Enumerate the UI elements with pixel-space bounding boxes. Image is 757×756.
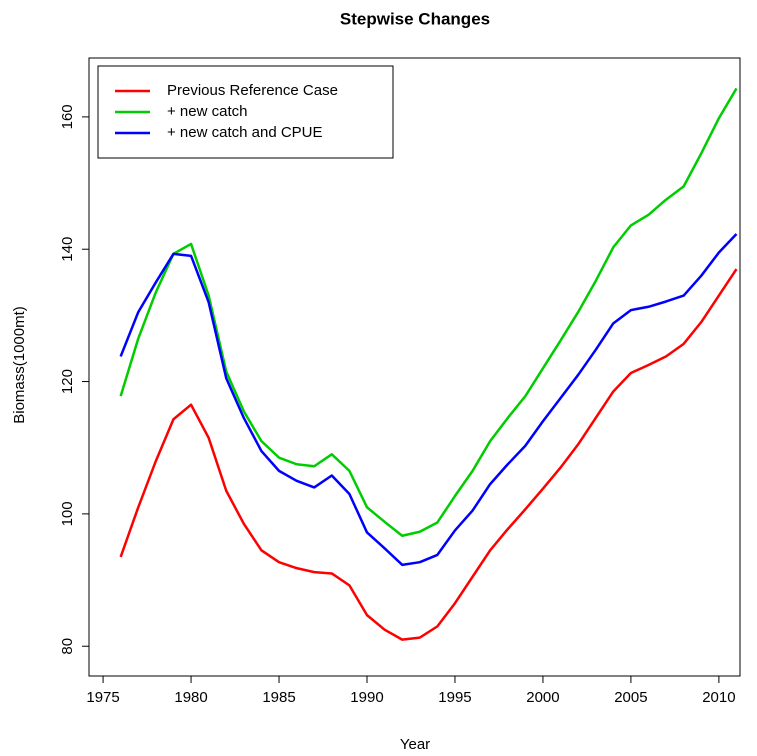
x-axis-label: Year — [400, 736, 430, 753]
y-tick-label: 160 — [59, 104, 76, 129]
y-tick-label: 80 — [59, 638, 76, 655]
legend-label: + new catch and CPUE — [167, 124, 323, 141]
series-line — [119, 233, 738, 567]
series-line — [119, 268, 738, 641]
x-tick-label: 2005 — [614, 689, 647, 706]
x-tick-label: 1990 — [350, 689, 383, 706]
x-tick-label: 2000 — [526, 689, 559, 706]
plot-frame — [88, 57, 741, 677]
y-axis-label: Biomass(1000mt) — [11, 306, 28, 424]
legend-label: Previous Reference Case — [167, 82, 338, 99]
x-tick-label: 2010 — [702, 689, 735, 706]
y-tick-label: 100 — [59, 501, 76, 526]
x-tick-label: 1995 — [438, 689, 471, 706]
x-tick-label: 1985 — [262, 689, 295, 706]
legend-label: + new catch — [167, 103, 247, 120]
x-tick-label: 1975 — [86, 689, 119, 706]
y-tick-label: 120 — [59, 369, 76, 394]
chart-title: Stepwise Changes — [340, 9, 490, 28]
x-tick-label: 1980 — [174, 689, 207, 706]
y-tick-label: 140 — [59, 237, 76, 262]
series-line — [119, 87, 738, 537]
